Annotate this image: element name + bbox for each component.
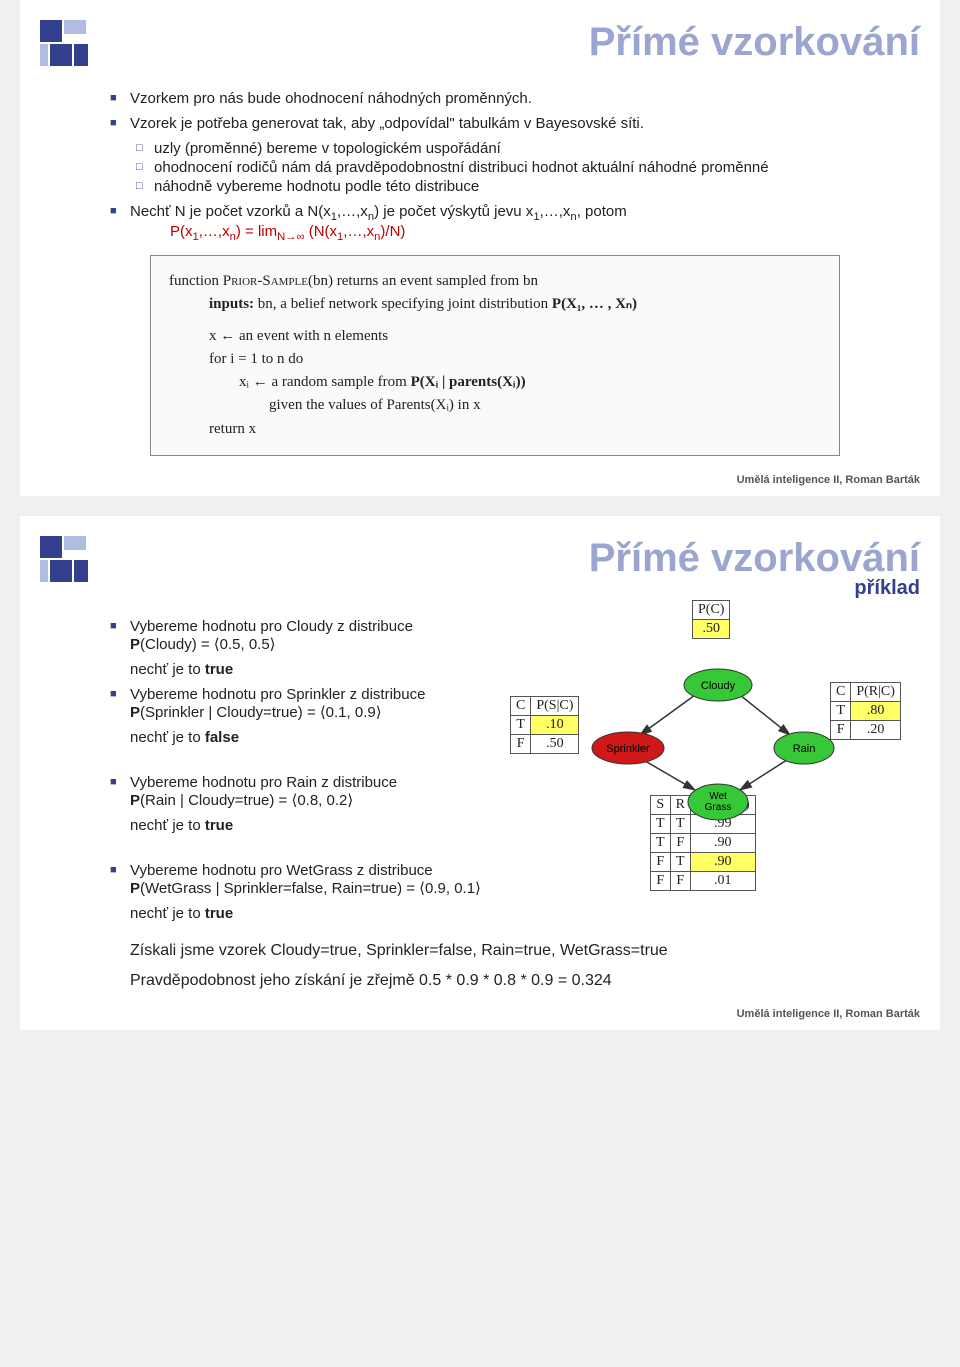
pc-header: P(C) [693, 600, 730, 619]
algo-desc: an event sampled from bn [378, 273, 538, 289]
sub-3: náhodně vybereme hodnotu podle této dist… [136, 178, 900, 195]
b3d: ,…,x [540, 203, 571, 220]
step3d: nechť je to [130, 817, 205, 834]
psc-h1: C [511, 696, 531, 715]
network-column: P(C) .50 CP(S|C) T.10 F.50 CP(R|C) [540, 600, 900, 930]
bullet-1: Vzorkem pro nás bude ohodnocení náhodnýc… [110, 90, 900, 107]
slide-2: Přímé vzorkování příklad Vybereme hodnot… [20, 516, 940, 1030]
b3b: ,…,x [337, 203, 368, 220]
step1c: (Cloudy) = ⟨0.5, 0.5⟩ [140, 636, 276, 653]
step3a: Vybereme hodnotu pro Rain z distribuce [130, 774, 397, 791]
sub-1: uzly (proměnné) bereme v topologickém us… [136, 140, 900, 157]
svg-text:Wet: Wet [709, 791, 727, 802]
step2d: nechť je to [130, 729, 205, 746]
step2e: false [205, 729, 239, 746]
step3e: true [205, 817, 233, 834]
slide1-content: Vzorkem pro nás bude ohodnocení náhodnýc… [110, 90, 900, 456]
slide2-header: Přímé vzorkování příklad [40, 536, 920, 600]
algo-l7: return x [169, 418, 821, 441]
slide1-title: Přímé vzorkování [120, 20, 920, 65]
bullet-2: Vzorek je potřeba generovat tak, aby „od… [110, 115, 900, 132]
slide-1: Přímé vzorkování Vzorkem pro nás bude oh… [20, 0, 940, 496]
sub-2: ohodnocení rodičů nám dá pravděpodobnost… [136, 159, 900, 176]
svg-text:Rain: Rain [793, 743, 816, 755]
step-1: Vybereme hodnotu pro Cloudy z distribuce… [110, 618, 540, 653]
node-rain: Rain [774, 732, 834, 764]
svg-text:Sprinkler: Sprinkler [606, 743, 650, 755]
step4d: nechť je to [130, 905, 205, 922]
slide2-footer: Umělá inteligence II, Roman Barták [40, 1008, 920, 1020]
b3a: Nechť N je počet vzorků a N(x [130, 203, 331, 220]
decoration [40, 536, 110, 596]
steps-column: Vybereme hodnotu pro Cloudy z distribuce… [110, 610, 540, 930]
step-4: Vybereme hodnotu pro WetGrass z distribu… [110, 862, 540, 897]
svg-text:Cloudy: Cloudy [701, 680, 736, 692]
svg-text:Grass: Grass [705, 802, 732, 813]
b3e: , potom [577, 203, 627, 220]
algo-inputs-dist: P(X₁, … , Xₙ) [552, 296, 637, 312]
node-wetgrass: Wet Grass [688, 784, 748, 820]
slide1-header: Přímé vzorkování [40, 20, 920, 80]
algo-l3: x ← an event with n elements [169, 325, 821, 348]
slide2-title: Přímé vzorkování [120, 536, 920, 581]
algo-l6: given the values of Parents(Xᵢ) in x [169, 394, 821, 417]
step3b: P [130, 792, 140, 809]
algo-l5a: xᵢ ← a random sample from [239, 374, 411, 390]
step1a: Vybereme hodnotu pro Cloudy z distribuce [130, 618, 413, 635]
final-sample: Získali jsme vzorek Cloudy=true, Sprinkl… [130, 942, 900, 960]
formula: P(x1,…,xn) = limN→∞ (N(x1,…,xn)/N) [130, 223, 900, 243]
step-2: Vybereme hodnotu pro Sprinkler z distrib… [110, 686, 540, 721]
step2c: (Sprinkler | Cloudy=true) = ⟨0.1, 0.9⟩ [140, 704, 382, 721]
decoration [40, 20, 110, 80]
algo-inputs: inputs: [209, 296, 254, 312]
node-cloudy: Cloudy [684, 669, 752, 701]
algo-l5b: P(Xᵢ | parents(Xᵢ)) [411, 374, 526, 390]
step1d: nechť je to [130, 661, 205, 678]
bullet-3: Nechť N je počet vzorků a N(x1,…,xn) je … [110, 203, 900, 243]
algo-returns: (bn) returns [308, 273, 378, 289]
step4a: Vybereme hodnotu pro WetGrass z distribu… [130, 862, 433, 879]
step4c: (WetGrass | Sprinkler=false, Rain=true) … [140, 880, 481, 897]
step4e: true [205, 905, 233, 922]
algo-l4: for i = 1 to n do [169, 348, 821, 371]
step3c: (Rain | Cloudy=true) = ⟨0.8, 0.2⟩ [140, 792, 353, 809]
bayes-net-diagram: Cloudy Sprinkler Rain Wet Grass [540, 630, 900, 910]
step2a: Vybereme hodnotu pro Sprinkler z distrib… [130, 686, 425, 703]
step2b: P [130, 704, 140, 721]
final-prob: Pravděpodobnost jeho získání je zřejmě 0… [130, 972, 900, 990]
step1b: P [130, 636, 140, 653]
step4b: P [130, 880, 140, 897]
algo-fn-name: Prior-Sample [223, 273, 308, 289]
slide2-content: Vybereme hodnotu pro Cloudy z distribuce… [110, 610, 900, 990]
step-3: Vybereme hodnotu pro Rain z distribuce P… [110, 774, 540, 809]
step1e: true [205, 661, 233, 678]
node-sprinkler: Sprinkler [592, 732, 664, 764]
b3c: ) je počet výskytů jevu x [374, 203, 533, 220]
algorithm-box: function Prior-Sample(bn) returns an eve… [150, 255, 840, 456]
algo-fn-kw: function [169, 273, 223, 289]
slide1-footer: Umělá inteligence II, Roman Barták [40, 474, 920, 486]
algo-inputs-desc: bn, a belief network specifying joint di… [254, 296, 552, 312]
